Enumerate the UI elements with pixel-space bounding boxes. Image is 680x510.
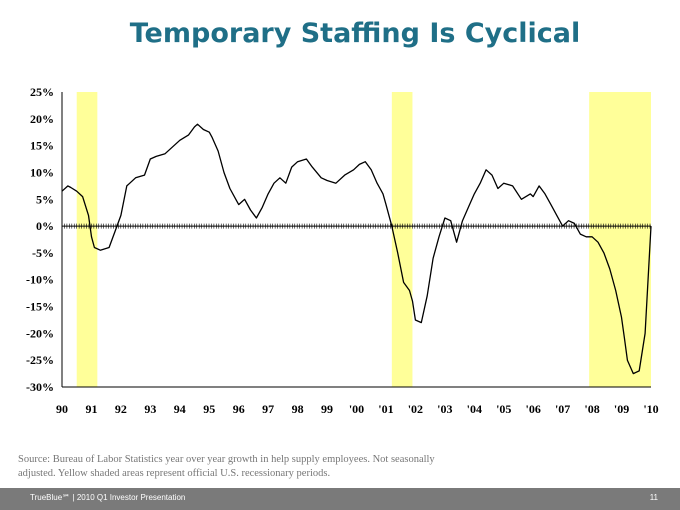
page-number: 11 xyxy=(649,493,658,502)
x-tick-label: '10 xyxy=(643,402,658,416)
x-tick-label: 99 xyxy=(321,402,333,416)
plot-frame xyxy=(61,92,651,388)
recession-bands xyxy=(76,92,651,387)
x-tick-label: 93 xyxy=(144,402,156,416)
x-tick-label: '04 xyxy=(467,402,482,416)
x-tick-label: '00 xyxy=(349,402,364,416)
x-tick-label: 94 xyxy=(174,402,186,416)
data-series xyxy=(61,123,652,375)
y-tick-label: -20% xyxy=(26,326,54,340)
y-tick-label: 20% xyxy=(30,112,54,126)
recession-band-1 xyxy=(76,92,98,387)
footer-presentation-label: TrueBlue℠ | 2010 Q1 Investor Presentatio… xyxy=(30,493,186,502)
y-tick-label: 10% xyxy=(30,165,54,179)
y-tick-label: -30% xyxy=(26,380,54,394)
y-tick-label: 25% xyxy=(30,85,54,99)
y-tick-label: 0% xyxy=(36,219,54,233)
y-tick-label: -25% xyxy=(26,353,54,367)
y-tick-label: -15% xyxy=(26,300,54,314)
y-tick-label: 5% xyxy=(36,192,54,206)
x-tick-label: '09 xyxy=(614,402,629,416)
footer-bar: TrueBlue℠ | 2010 Q1 Investor Presentatio… xyxy=(0,488,680,510)
x-tick-label: '06 xyxy=(526,402,541,416)
x-tick-label: 95 xyxy=(203,402,215,416)
recession-band-3 xyxy=(589,92,651,387)
x-tick-label: '05 xyxy=(496,402,511,416)
source-note: Source: Bureau of Labor Statistics year … xyxy=(18,454,435,479)
x-axis-labels: 90 91 92 93 94 95 96 97 98 99 '00 '01 '02 '03 '04 '05 '0… xyxy=(56,402,659,416)
x-tick-label: '01 xyxy=(378,402,393,416)
x-tick-label: 98 xyxy=(292,402,304,416)
y-axis-labels: 25% 20% 15% 10% 5% 0% -5% -10% -15% -20% -25% -30% xyxy=(26,85,54,394)
x-tick-label: '07 xyxy=(555,402,570,416)
x-tick-label: 91 xyxy=(85,402,97,416)
series-line xyxy=(61,123,652,375)
x-tick-label: '02 xyxy=(408,402,423,416)
x-tick-label: '03 xyxy=(437,402,452,416)
y-tick-label: -10% xyxy=(26,273,54,287)
x-tick-label: 96 xyxy=(233,402,245,416)
x-tick-label: 97 xyxy=(262,402,274,416)
x-tick-label: 90 xyxy=(56,402,68,416)
recession-band-2 xyxy=(391,92,413,387)
y-tick-label: -5% xyxy=(32,246,54,260)
y-tick-label: 15% xyxy=(30,139,54,153)
x-tick-label: 92 xyxy=(115,402,127,416)
page-title: Temporary Staffing Is Cyclical xyxy=(129,18,581,49)
line-chart: 25%20%15%10%5%0%-5%-10%-15%-20%-25%-30% … xyxy=(26,85,659,416)
x-tick-label: '08 xyxy=(584,402,599,416)
